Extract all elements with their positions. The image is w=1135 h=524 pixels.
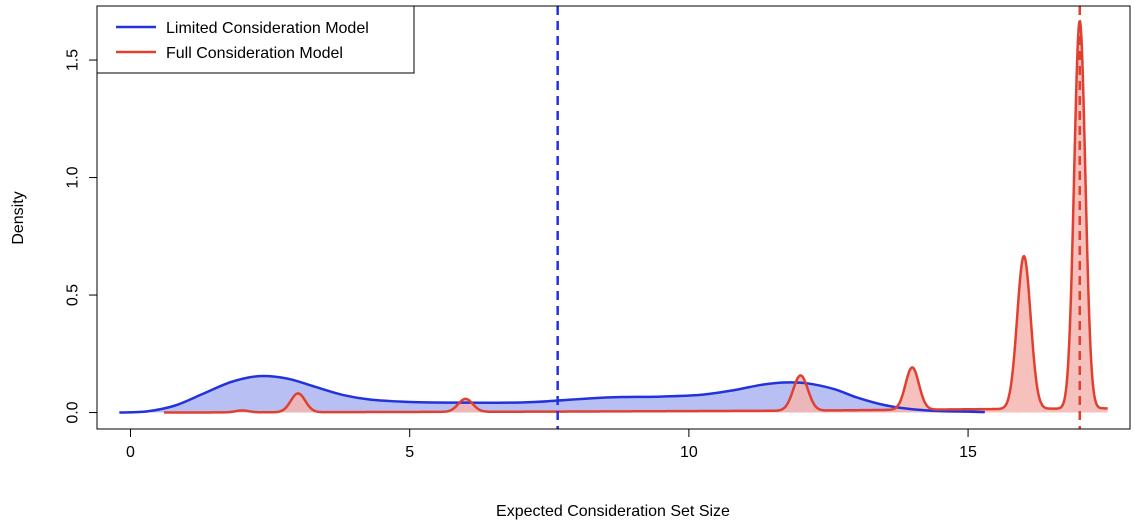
density-curves bbox=[119, 19, 1109, 414]
x-tick-label: 5 bbox=[405, 444, 414, 461]
full-density-fill bbox=[164, 21, 1108, 413]
legend-label-limited: Limited Consideration Model bbox=[166, 20, 369, 37]
y-axis-title: Density bbox=[10, 191, 27, 244]
legend-label-full: Full Consideration Model bbox=[166, 45, 343, 62]
y-tick-label: 1.5 bbox=[65, 49, 82, 71]
y-tick-label: 0.0 bbox=[65, 401, 82, 423]
x-axis-title: Expected Consideration Set Size bbox=[496, 503, 730, 520]
y-tick-label: 1.0 bbox=[65, 166, 82, 188]
mean-lines bbox=[556, 6, 1081, 429]
legend: Limited Consideration Model Full Conside… bbox=[96, 5, 415, 74]
x-tick-label: 0 bbox=[126, 444, 135, 461]
y-tick-label: 0.5 bbox=[65, 284, 82, 306]
x-tick-label: 10 bbox=[680, 444, 698, 461]
x-tick-label: 15 bbox=[959, 444, 977, 461]
limited-density-curve bbox=[119, 374, 985, 414]
legend-box bbox=[96, 5, 415, 74]
density-fills bbox=[119, 21, 1108, 413]
limited-density-fill bbox=[119, 375, 985, 413]
full-density-curve bbox=[163, 19, 1109, 414]
x-axis: 0 5 10 15 bbox=[126, 428, 977, 461]
y-axis: 0.0 0.5 1.0 1.5 bbox=[65, 49, 98, 424]
